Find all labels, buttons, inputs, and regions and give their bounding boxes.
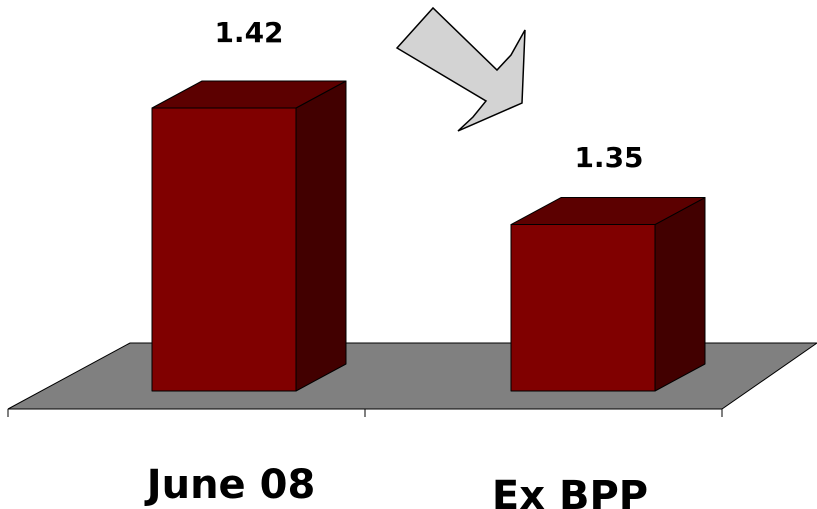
bar-series — [151, 80, 706, 392]
down-right-arrow-icon — [395, 6, 526, 132]
category-label-ex-bpp: Ex BPP — [492, 473, 648, 509]
bar-value-label-june-08: 1.42 — [214, 16, 283, 49]
bar-value-label-ex-bpp: 1.35 — [574, 141, 643, 174]
bar-june-08 — [151, 107, 297, 392]
bar-side-ex-bpp — [654, 197, 706, 392]
bar-side-june-08 — [295, 80, 347, 392]
category-label-june-08: June 08 — [144, 462, 316, 508]
bar-ex-bpp — [510, 224, 656, 392]
